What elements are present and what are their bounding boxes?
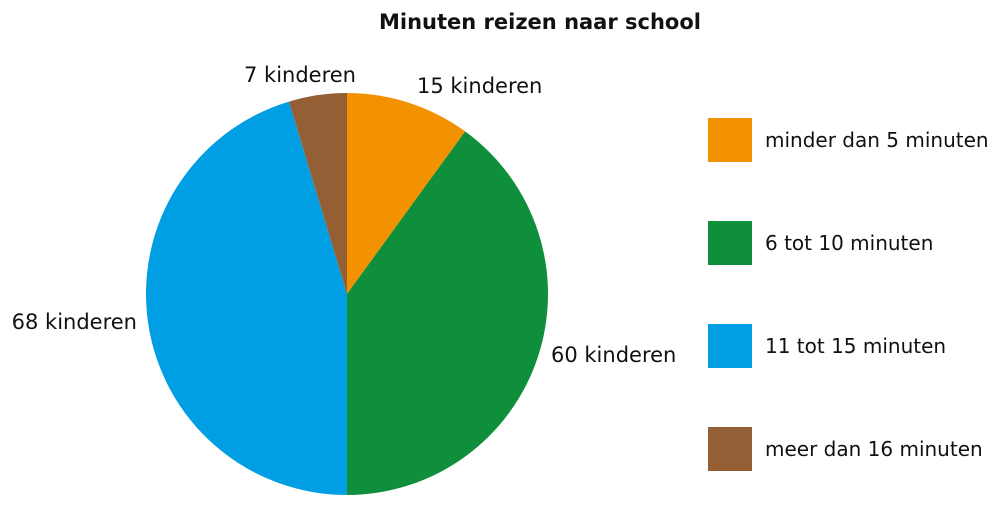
- chart-title: Minuten reizen naar school: [379, 10, 701, 34]
- legend-swatch-4: [708, 427, 752, 471]
- legend-label-2: 6 tot 10 minuten: [765, 231, 934, 255]
- pie-slice-1: [347, 93, 466, 294]
- pie-slice-4: [288, 93, 347, 294]
- legend-swatch-1: [708, 118, 752, 162]
- slice-label-2: 60 kinderen: [551, 343, 676, 367]
- legend-label-4: meer dan 16 minuten: [765, 437, 983, 461]
- legend-item-3: 11 tot 15 minuten: [708, 324, 998, 368]
- slice-label-3: 68 kinderen: [12, 310, 137, 334]
- pie-slice-3: [146, 101, 347, 495]
- legend-item-1: minder dan 5 minuten: [708, 118, 998, 162]
- legend-item-4: meer dan 16 minuten: [708, 427, 998, 471]
- slice-label-1: 15 kinderen: [417, 74, 542, 98]
- legend-swatch-3: [708, 324, 752, 368]
- legend-item-2: 6 tot 10 minuten: [708, 221, 998, 265]
- pie-slice-2: [347, 131, 548, 496]
- slice-label-4: 7 kinderen: [244, 63, 356, 87]
- legend-swatch-2: [708, 221, 752, 265]
- legend-label-1: minder dan 5 minuten: [765, 128, 989, 152]
- legend-label-3: 11 tot 15 minuten: [765, 334, 947, 358]
